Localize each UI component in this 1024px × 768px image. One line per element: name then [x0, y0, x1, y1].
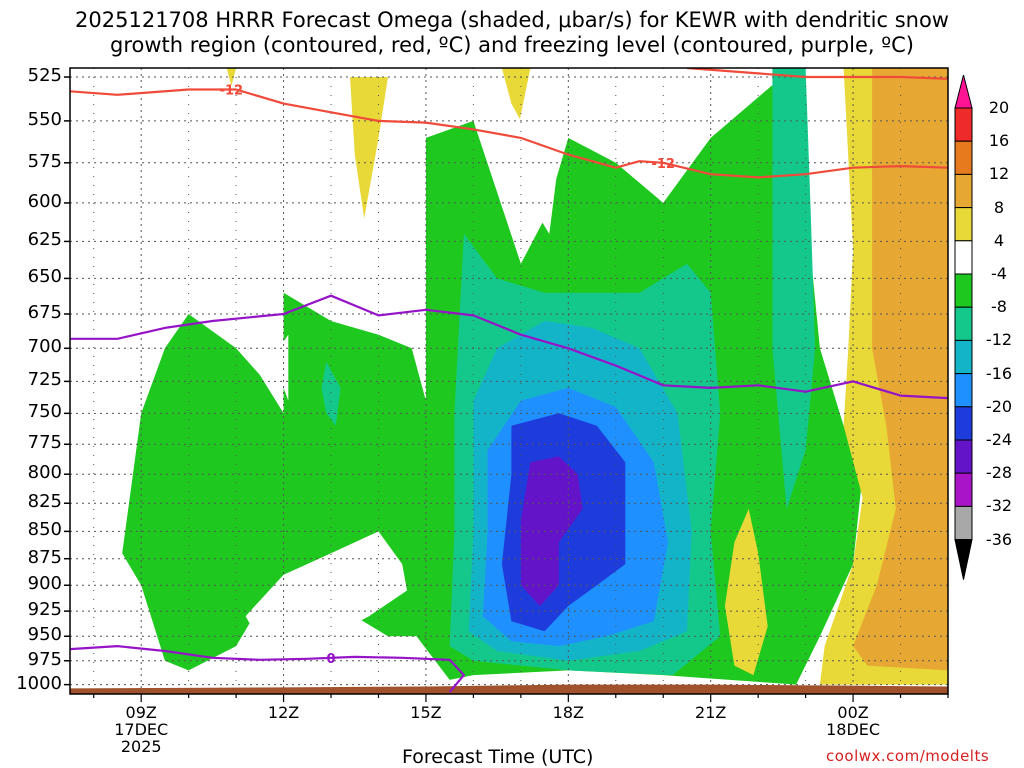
surface-ground	[70, 684, 948, 694]
colorbar-segment-2	[954, 140, 973, 175]
x-tick-label-21Z-0: 21Z	[695, 703, 727, 722]
y-tick-label-900: 900	[27, 573, 62, 595]
x-tick-label-12Z-0: 12Z	[267, 703, 300, 722]
x-tick-label-00Z-0: 00Z	[837, 703, 869, 722]
colorbar-label-neg32: -32	[985, 496, 1013, 516]
y-tick-label-750: 750	[27, 401, 62, 423]
colorbar-label-neg24: -24	[985, 430, 1013, 449]
colorbar-top-triangle	[954, 74, 973, 109]
x-tick-label-09Z-0: 09Z	[125, 703, 157, 722]
y-tick-label-850: 850	[27, 519, 62, 541]
chart-title-line-2: growth region (contoured, red, ºC) and f…	[110, 33, 914, 57]
colorbar-bottom-triangle	[954, 539, 973, 580]
dendritic-contour-upper-line	[686, 68, 948, 80]
colorbar-segment-8	[954, 339, 973, 375]
omega-gap-2	[516, 68, 564, 234]
omega-region-4-9	[226, 68, 237, 86]
omega-region-neg8-12	[772, 68, 816, 509]
dendritic-contour-label-0: -12	[220, 84, 244, 99]
y-tick-label-600: 600	[27, 190, 62, 212]
colorbar-label-12: 12	[988, 164, 1010, 184]
plot-area: -12 -12 0	[70, 68, 948, 694]
y-tick-label-775: 775	[27, 432, 62, 454]
colorbar-segment-4	[954, 207, 973, 242]
colorbar-segment-9	[954, 373, 973, 408]
colorbar-segment-5	[954, 240, 973, 275]
colorbar-label-neg4: -4	[991, 264, 1007, 283]
y-tick-label-650: 650	[27, 266, 62, 288]
colorbar-label-neg16: -16	[985, 363, 1013, 383]
y-tick-label-950: 950	[27, 624, 62, 646]
colorbar-label-4: 4	[993, 230, 1005, 250]
y-tick-label-875: 875	[27, 546, 62, 568]
colorbar-segment-13	[954, 505, 973, 541]
omega-gap-1	[278, 334, 289, 401]
y-tick-label-550: 550	[27, 108, 62, 130]
colorbar-segment-3	[954, 173, 973, 209]
colorbar-segment-6	[954, 273, 973, 308]
omega-region-4-10	[350, 77, 388, 219]
y-tick-label-725: 725	[27, 369, 62, 391]
grid	[70, 68, 948, 694]
credit-link[interactable]: coolwx.com/modelts	[826, 747, 990, 765]
y-tick-label-575: 575	[27, 150, 62, 172]
y-tick-label-825: 825	[27, 491, 62, 513]
y-tick-label-675: 675	[27, 301, 62, 323]
colorbar-label-neg20: -20	[985, 396, 1013, 416]
colorbar-label-neg8: -8	[991, 297, 1007, 317]
colorbar-label-neg12: -12	[985, 330, 1013, 350]
omega-region-4-8	[724, 508, 768, 676]
dendritic-contour-line	[70, 88, 948, 179]
freezing-contour-label-0: 0	[327, 652, 336, 667]
x-axis-title: Forecast Time (UTC)	[402, 746, 594, 768]
colorbar-segment-10	[954, 406, 973, 441]
y-tick-label-625: 625	[27, 229, 62, 251]
y-tick-label-1000: 1000	[16, 672, 62, 694]
x-tick-label-15Z-0: 15Z	[410, 703, 442, 722]
omega-gap-0	[245, 531, 407, 656]
x-tick-label-09Z-2: 2025	[120, 737, 162, 756]
colorbar-label-neg28: -28	[985, 463, 1013, 483]
y-tick-label-525: 525	[27, 65, 62, 87]
freezing-level-upper-line	[70, 294, 948, 400]
x-tick-label-09Z-1: 17DEC	[114, 720, 169, 739]
y-tick-label-925: 925	[27, 599, 62, 621]
x-tick-label-00Z-1: 18DEC	[826, 720, 881, 739]
colorbar-label-neg36: -36	[985, 529, 1013, 549]
dendritic-contour-label-1: -12	[651, 157, 675, 172]
colorbar-segment-12	[954, 472, 973, 507]
freezing-level-lower-line	[70, 644, 465, 693]
colorbar-segment-11	[954, 439, 973, 474]
x-tick-label-18Z-0: 18Z	[552, 703, 584, 722]
omega-region-neg8-13	[321, 361, 341, 426]
y-tick-label-975: 975	[27, 648, 62, 670]
omega-region-8-7	[853, 68, 948, 671]
y-tick-label-800: 800	[27, 462, 62, 484]
colorbar-segment-1	[954, 107, 973, 142]
y-tick-label-700: 700	[27, 336, 62, 358]
colorbar-segment-7	[954, 306, 973, 341]
colorbar-label-20: 20	[988, 98, 1010, 117]
colorbar-label-16: 16	[988, 131, 1010, 151]
colorbar-label-8: 8	[993, 197, 1005, 217]
chart-title-line-1: 2025121708 HRRR Forecast Omega (shaded, …	[75, 8, 949, 32]
